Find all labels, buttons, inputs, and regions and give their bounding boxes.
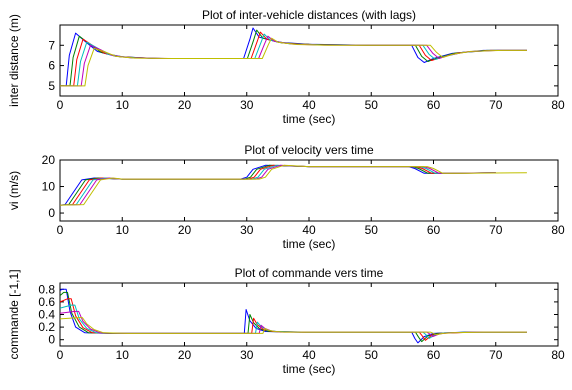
chart-title: Plot of inter-vehicle distances (with la… xyxy=(202,8,416,22)
y-tick-label: 7 xyxy=(48,38,55,52)
y-tick-label: 0 xyxy=(48,333,55,347)
series-line-5 xyxy=(60,164,496,206)
x-tick-label: 0 xyxy=(57,223,64,237)
x-tick-label: 0 xyxy=(57,98,64,112)
x-tick-label: 20 xyxy=(178,348,192,362)
x-tick-label: 40 xyxy=(302,98,316,112)
chart-title: Plot of velocity vers time xyxy=(244,143,374,157)
x-axis-label: time (sec) xyxy=(283,362,336,376)
series-line-3 xyxy=(60,298,527,341)
chart-panel-3: Plot of commande vers time 0 10 20 30 40 50 60 7… xyxy=(7,266,565,376)
x-tick-label: 60 xyxy=(427,98,441,112)
series-line-2 xyxy=(60,164,496,206)
x-tick-label: 20 xyxy=(178,223,192,237)
x-tick-label: 10 xyxy=(116,98,130,112)
x-tick-label: 60 xyxy=(427,223,441,237)
x-tick-label: 0 xyxy=(57,348,64,362)
y-tick-label: 0.2 xyxy=(38,320,55,334)
y-tick-label: 5 xyxy=(48,79,55,93)
series-line-4 xyxy=(60,164,496,206)
x-tick-label: 70 xyxy=(489,348,503,362)
plot-area-frame xyxy=(59,24,559,97)
series-group xyxy=(60,164,527,206)
x-tick-label: 60 xyxy=(427,348,441,362)
y-tick-label: 0.8 xyxy=(38,282,55,296)
plot-area-frame xyxy=(59,159,559,222)
plot-area-frame xyxy=(59,282,559,347)
series-line-6 xyxy=(60,317,527,336)
x-tick-label: 70 xyxy=(489,98,503,112)
x-tick-label: 30 xyxy=(240,98,254,112)
x-tick-label: 80 xyxy=(551,348,565,362)
x-tick-label: 50 xyxy=(365,223,379,237)
chart-panel-2: Plot of velocity vers time 0 10 20 30 40 50 60 7… xyxy=(7,143,565,251)
series-group xyxy=(60,27,527,87)
series-group xyxy=(60,288,527,344)
series-line-1 xyxy=(60,288,527,344)
x-tick-label: 80 xyxy=(551,98,565,112)
y-axis-label: vi (m/s) xyxy=(7,171,21,210)
x-tick-label: 70 xyxy=(489,223,503,237)
x-tick-label: 10 xyxy=(116,223,130,237)
series-line-4 xyxy=(60,33,527,87)
series-line-6 xyxy=(60,37,527,87)
x-tick-label: 40 xyxy=(302,223,316,237)
y-axis-label: inter distance (m) xyxy=(7,14,21,107)
y-tick-label: 0.6 xyxy=(38,295,55,309)
x-tick-label: 30 xyxy=(240,348,254,362)
series-line-3 xyxy=(60,164,496,206)
x-tick-label: 40 xyxy=(302,348,316,362)
series-line-2 xyxy=(60,291,527,343)
series-line-3 xyxy=(60,31,527,87)
y-tick-label: 0 xyxy=(48,206,55,220)
x-tick-label: 10 xyxy=(116,348,130,362)
x-tick-label: 80 xyxy=(551,223,565,237)
x-axis-label: time (sec) xyxy=(283,237,336,251)
y-tick-label: 6 xyxy=(48,59,55,73)
x-tick-label: 50 xyxy=(365,348,379,362)
y-axis-label: commande [-1,1] xyxy=(7,269,21,359)
y-tick-label: 20 xyxy=(42,153,56,167)
series-line-1 xyxy=(60,164,496,206)
x-tick-label: 30 xyxy=(240,223,254,237)
series-line-6 xyxy=(60,164,527,206)
y-tick-label: 10 xyxy=(42,180,56,194)
x-axis-label: time (sec) xyxy=(283,112,336,126)
chart-title: Plot of commande vers time xyxy=(235,266,384,280)
chart-panel-1: Plot of inter-vehicle distances (with la… xyxy=(7,8,565,126)
y-tick-label: 0.4 xyxy=(38,308,55,322)
x-tick-label: 50 xyxy=(365,98,379,112)
x-tick-label: 20 xyxy=(178,98,192,112)
